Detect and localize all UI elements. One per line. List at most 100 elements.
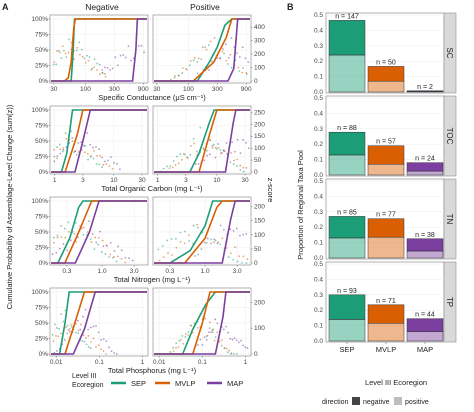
z-score-point <box>62 243 65 245</box>
z-score-point <box>102 350 105 353</box>
z-score-point <box>77 329 80 332</box>
z-score-point <box>62 147 65 149</box>
z-score-point <box>89 326 92 329</box>
z-score-point <box>53 155 56 158</box>
cumulative-line-map <box>154 109 250 173</box>
bar-positive-mvlp <box>367 304 405 324</box>
z-score-point <box>99 154 102 157</box>
cumulative-line-map <box>51 200 147 264</box>
z-score-point <box>87 59 90 62</box>
z-score-point <box>227 56 230 59</box>
z-tick-label: 0 <box>254 351 258 358</box>
z-score-point <box>84 308 87 311</box>
z-score-point <box>172 160 175 162</box>
z-score-point <box>98 163 101 166</box>
z-score-point <box>241 71 244 74</box>
z-score-point <box>59 143 61 146</box>
z-score-point <box>236 165 238 167</box>
z-score-point <box>203 336 206 339</box>
direction-legend: direction negative positive <box>322 397 429 406</box>
z-score-point <box>80 323 82 326</box>
z-score-point <box>97 331 100 334</box>
z-score-point <box>239 164 242 167</box>
z-score-point <box>233 150 236 153</box>
z-score-point <box>87 346 90 349</box>
z-score-point <box>92 157 95 160</box>
z-score-point <box>70 130 73 133</box>
z-score-point <box>80 141 83 144</box>
panel-a-letter: A <box>2 2 9 12</box>
z-score-point <box>83 57 86 60</box>
z-score-point <box>235 339 238 342</box>
z-score-point <box>79 328 82 331</box>
x-tick-label: 1.0 <box>98 268 107 275</box>
x-tick-label: 30 <box>138 177 146 184</box>
z-score-point <box>242 166 245 169</box>
z-score-point <box>95 163 98 165</box>
z-score-point <box>101 166 103 169</box>
bar-count-label: n = 24 <box>415 156 435 163</box>
z-score-point <box>113 255 115 258</box>
z-score-point <box>109 68 112 71</box>
z-score-point <box>60 313 63 316</box>
z-score-point <box>179 338 182 341</box>
z-tick-label: 50 <box>254 246 262 253</box>
z-score-point <box>92 146 94 149</box>
z-score-point <box>56 50 58 53</box>
z-score-point <box>221 339 223 342</box>
x-tick-label: 0.3 <box>62 268 71 275</box>
z-score-point <box>177 346 180 348</box>
z-score-point <box>60 57 63 59</box>
z-score-point <box>65 326 67 329</box>
z-score-point <box>108 165 111 168</box>
z-score-point <box>240 339 242 342</box>
bar-count-label: n = 38 <box>415 232 435 239</box>
y-tick-label: 75% <box>35 123 48 130</box>
x-tick-label: 3 <box>81 177 85 184</box>
z-score-point <box>120 257 123 260</box>
z-score-point <box>86 54 88 57</box>
bar-positive-mvlp <box>367 218 405 238</box>
z-score-point <box>97 344 100 347</box>
z-score-point <box>90 154 92 157</box>
z-score-point <box>236 52 238 55</box>
z-score-point <box>206 154 208 157</box>
z-score-point <box>83 144 86 147</box>
z-score-point <box>210 242 212 245</box>
y-tick-label: 100% <box>31 289 48 296</box>
bar-positive-sep <box>328 216 366 239</box>
bar-positive-map <box>406 318 444 333</box>
z-score-point <box>169 350 172 353</box>
z-score-point <box>137 45 140 47</box>
z-score-point <box>102 163 105 166</box>
z-score-point <box>61 150 64 153</box>
z-score-point <box>232 229 235 232</box>
panel-b-letter: B <box>287 2 294 12</box>
y-tick-label: 0% <box>39 351 49 358</box>
z-score-point <box>177 162 180 165</box>
x-tick-label: 100 <box>183 86 194 93</box>
z-score-point <box>102 245 105 248</box>
y-tick-label: 25% <box>35 63 48 70</box>
z-score-point <box>167 252 169 254</box>
z-score-point <box>216 322 219 325</box>
bar-positive-mvlp <box>367 145 405 165</box>
z-score-point <box>117 64 119 67</box>
z-score-point <box>85 343 88 346</box>
z-score-point <box>92 337 95 340</box>
z-score-point <box>53 61 56 64</box>
z-score-point <box>233 337 236 340</box>
bar-negative-map <box>406 250 444 259</box>
z-score-point <box>221 50 224 53</box>
z-score-point <box>56 157 58 160</box>
z-score-point <box>66 332 69 335</box>
z-score-point <box>87 328 90 331</box>
z-score-point <box>188 240 191 242</box>
z-score-point <box>101 69 104 71</box>
x-category-label: SEP <box>339 345 354 354</box>
z-tick-label: 200 <box>254 121 265 128</box>
z-tick-label: 200 <box>254 299 265 306</box>
z-score-point <box>66 324 69 327</box>
z-score-point <box>97 243 100 246</box>
z-tick-label: 300 <box>254 38 265 45</box>
